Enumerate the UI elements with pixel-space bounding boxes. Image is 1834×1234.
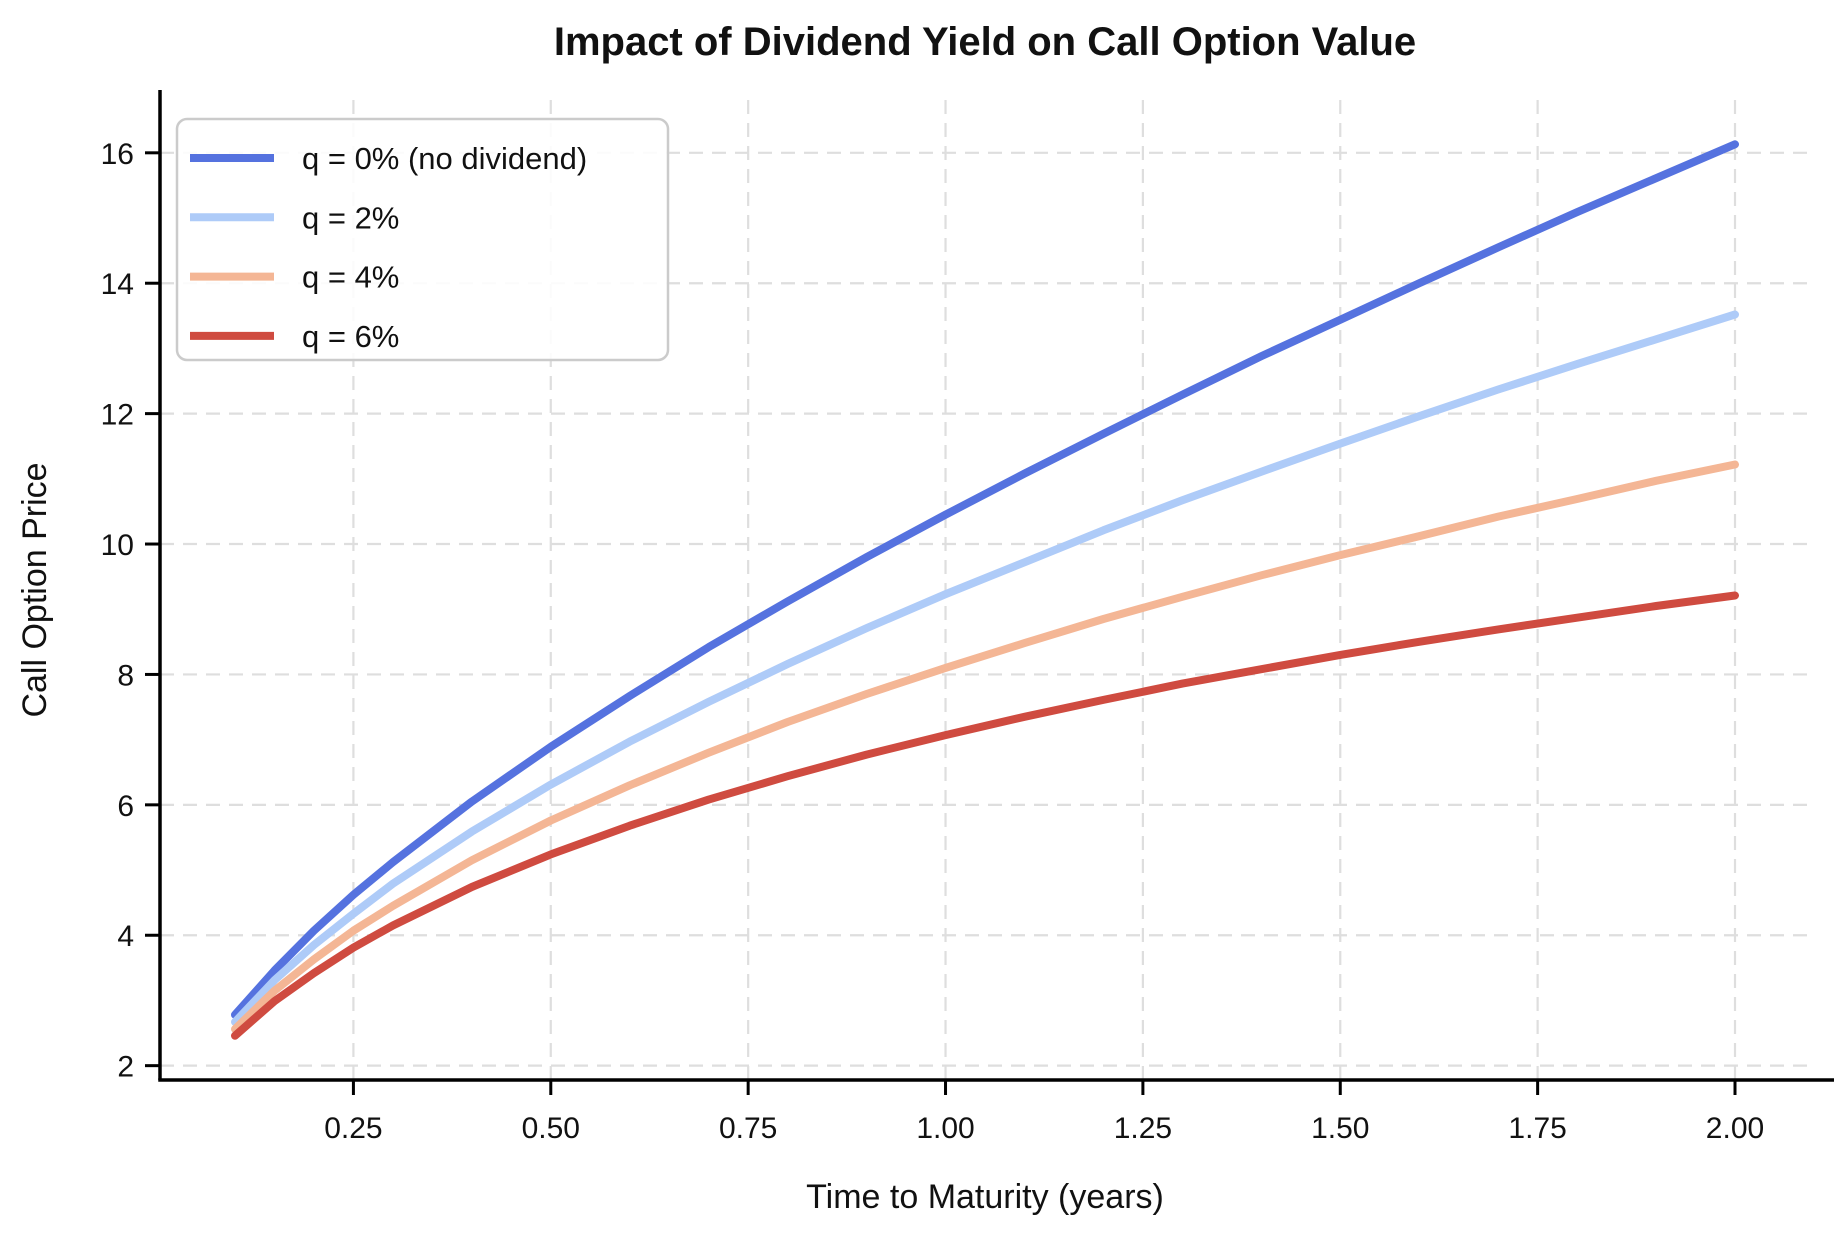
chart-title: Impact of Dividend Yield on Call Option … [554,20,1416,64]
axis-layer: 0.25 0.50 0.75 1.00 1.25 1.50 1.75 2.00 2 4 6 8 10 12… [101,90,1834,1145]
y-tick-label: 12 [101,399,134,432]
y-tick-label: 10 [101,529,134,562]
x-tick-label: 1.25 [1114,1112,1172,1145]
x-tick-label: 0.25 [324,1112,382,1145]
x-tick-label: 1.00 [916,1112,974,1145]
legend: q = 0% (no dividend) q = 2% q = 4% q = 6% [175,117,670,362]
y-tick-label: 6 [117,790,134,823]
series-layer [231,140,1739,1040]
legend-item-label: q = 0% (no dividend) [302,141,587,176]
series-line-3 [231,591,1739,1040]
legend-frame [175,117,670,362]
y-tick-label: 14 [101,268,134,301]
legend-item-label: q = 2% [302,200,399,235]
series-line-1 [231,310,1739,1026]
y-tick-label: 2 [117,1051,134,1084]
x-tick-label: 1.75 [1508,1112,1566,1145]
x-tick-label: 1.50 [1311,1112,1369,1145]
series-line-2 [231,460,1739,1034]
x-tick-label: 0.50 [522,1112,580,1145]
series-line-0 [231,140,1739,1019]
x-axis-label: Time to Maturity (years) [806,1178,1164,1216]
x-tick-label: 0.75 [719,1112,777,1145]
legend-item-label: q = 4% [302,260,399,295]
y-tick-label: 16 [101,138,134,171]
x-tick-label: 2.00 [1706,1112,1764,1145]
legend-item-label: q = 6% [302,319,399,354]
y-tick-label: 4 [117,920,134,953]
y-tick-label: 8 [117,659,134,692]
y-axis-label: Call Option Price [16,462,54,717]
